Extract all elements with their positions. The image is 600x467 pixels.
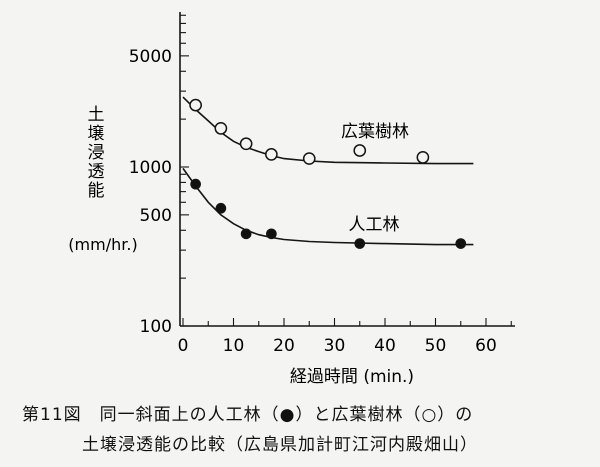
data-point: [189, 98, 202, 112]
x-tick-label: 10: [223, 336, 245, 356]
chart-curves: [182, 96, 474, 246]
figure-caption-line-1: 第11図 同一斜面上の人工林（●）と広葉樹林（○）の: [22, 405, 474, 425]
data-point: [215, 202, 227, 214]
data-point: [353, 144, 367, 157]
y-tick-label: 100: [140, 317, 172, 337]
x-tick-label: 20: [273, 336, 295, 356]
chart-ticks: 100 500 1000 5000 0 10 20 30 40 50 60: [129, 14, 512, 356]
data-point: [239, 137, 253, 151]
chart-axes: [179, 12, 515, 327]
data-point: [265, 148, 278, 161]
y-axis-label-char: 能: [88, 181, 105, 201]
x-tick-label: 0: [178, 336, 189, 356]
data-point: [214, 122, 228, 135]
y-tick-label: 500: [140, 206, 172, 226]
x-tick-label: 50: [425, 336, 447, 356]
data-point: [240, 228, 252, 240]
series-label: 広葉樹林: [341, 122, 409, 142]
chart-points: [189, 98, 467, 249]
data-point: [266, 228, 277, 240]
y-axis-label-char: 土: [88, 105, 105, 125]
y-axis-unit: (mm/hr.): [68, 235, 137, 254]
x-tick-label: 60: [475, 336, 497, 356]
x-tick-label: 40: [374, 336, 396, 356]
y-axis-label-char: 壌: [88, 124, 105, 144]
y-axis-label-char: 透: [88, 162, 105, 182]
data-point: [190, 178, 201, 190]
data-point: [302, 152, 316, 165]
series-curve-2: [182, 167, 474, 246]
y-axis-label-char: 浸: [88, 143, 105, 163]
x-tick-label: 30: [324, 336, 346, 356]
data-point: [354, 238, 366, 249]
y-tick-label: 5000: [129, 47, 172, 67]
x-axis-label: 経過時間 (min.): [290, 367, 414, 387]
y-tick-label: 1000: [129, 158, 172, 178]
figure-caption-line-2: 土壌浸透能の比較（広島県加計町江河内殿畑山）: [82, 435, 478, 455]
series-label: 人工林: [349, 215, 400, 235]
data-point: [455, 238, 467, 249]
data-point: [416, 150, 430, 164]
